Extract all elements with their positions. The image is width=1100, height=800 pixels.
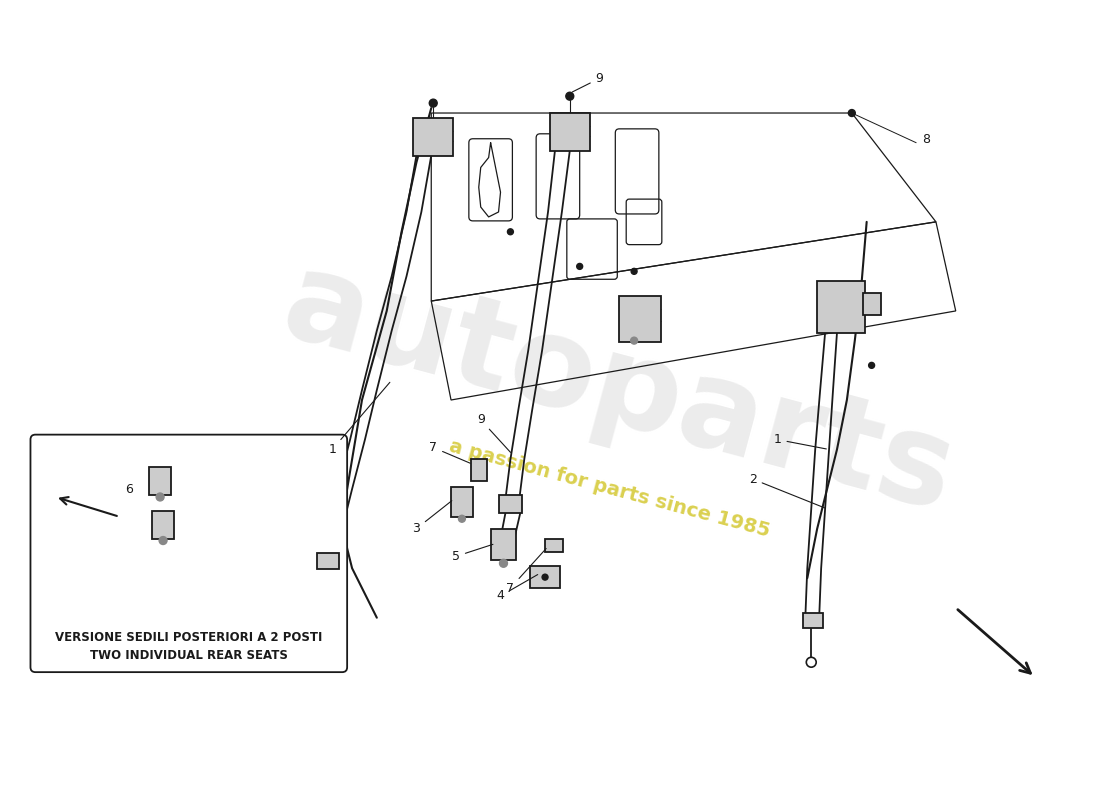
Text: 9: 9 <box>476 414 510 452</box>
Bar <box>318 554 339 570</box>
Text: autoparts: autoparts <box>271 242 968 538</box>
Circle shape <box>459 515 465 522</box>
Text: TWO INDIVIDUAL REAR SEATS: TWO INDIVIDUAL REAR SEATS <box>90 649 288 662</box>
Text: 7: 7 <box>506 549 547 594</box>
Bar <box>619 296 661 342</box>
Text: 6: 6 <box>125 482 133 495</box>
Circle shape <box>848 110 856 117</box>
Circle shape <box>806 658 816 667</box>
Text: 3: 3 <box>412 501 452 535</box>
Text: a passion for parts since 1985: a passion for parts since 1985 <box>447 437 772 541</box>
Circle shape <box>507 229 514 234</box>
Circle shape <box>576 263 583 270</box>
Circle shape <box>429 99 437 107</box>
Circle shape <box>630 337 638 344</box>
Bar <box>471 459 486 481</box>
Circle shape <box>499 559 507 567</box>
Circle shape <box>160 537 167 545</box>
Text: 5: 5 <box>452 544 493 563</box>
Bar <box>150 467 170 495</box>
Bar <box>546 538 563 552</box>
Text: 1: 1 <box>773 433 826 449</box>
Bar <box>550 113 590 150</box>
Bar <box>491 529 516 560</box>
Bar <box>498 495 522 513</box>
Text: 4: 4 <box>496 574 538 602</box>
Bar <box>530 566 560 588</box>
Bar <box>817 282 865 333</box>
Bar <box>862 293 880 315</box>
Circle shape <box>542 574 548 580</box>
Text: VERSIONE SEDILI POSTERIORI A 2 POSTI: VERSIONE SEDILI POSTERIORI A 2 POSTI <box>55 631 322 644</box>
Circle shape <box>631 268 637 274</box>
Circle shape <box>565 92 574 100</box>
Circle shape <box>869 362 874 368</box>
Text: 2: 2 <box>749 473 825 508</box>
Text: 1: 1 <box>329 382 389 456</box>
Text: 7: 7 <box>429 441 471 463</box>
Text: 8: 8 <box>922 134 930 146</box>
Bar <box>414 118 453 155</box>
Text: 9: 9 <box>572 72 604 92</box>
Bar <box>451 487 473 517</box>
Bar <box>152 511 174 538</box>
Bar <box>803 613 823 628</box>
FancyBboxPatch shape <box>31 434 348 672</box>
Circle shape <box>156 493 164 501</box>
